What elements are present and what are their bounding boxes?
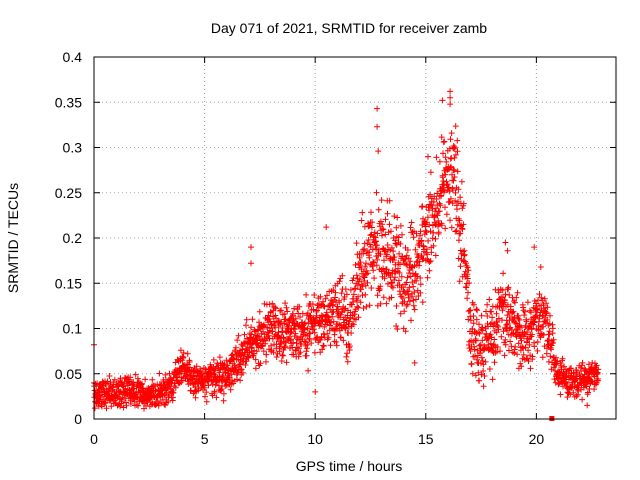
x-axis-label: GPS time / hours bbox=[296, 458, 403, 474]
axis-ticks bbox=[93, 56, 616, 420]
y-tick-label: 0.1 bbox=[63, 321, 83, 337]
y-tick-label: 0.35 bbox=[55, 94, 82, 110]
y-tick-label: 0.15 bbox=[55, 275, 82, 291]
x-tick-label: 0 bbox=[90, 431, 98, 447]
grid-lines bbox=[94, 57, 616, 419]
y-tick-label: 0 bbox=[74, 411, 82, 427]
x-tick-label: 15 bbox=[418, 431, 434, 447]
x-tick-label: 10 bbox=[307, 431, 323, 447]
y-tick-label: 0.3 bbox=[63, 140, 83, 156]
y-tick-label: 0.4 bbox=[63, 49, 83, 65]
chart-title: Day 071 of 2021, SRMTID for receiver zam… bbox=[211, 20, 487, 36]
x-tick-label: 5 bbox=[201, 431, 209, 447]
y-tick-labels: 0 0.05 0.1 0.15 0.2 0.25 0.3 0.35 0.4 bbox=[55, 49, 82, 427]
y-tick-label: 0.2 bbox=[63, 230, 83, 246]
x-tick-labels: 0 5 10 15 20 bbox=[90, 431, 544, 447]
y-axis-label: SRMTID / TECUs bbox=[5, 183, 21, 293]
data-points bbox=[91, 88, 602, 421]
y-tick-label: 0.05 bbox=[55, 366, 82, 382]
y-tick-label: 0.25 bbox=[55, 185, 82, 201]
x-tick-label: 20 bbox=[529, 431, 545, 447]
srmtid-points bbox=[91, 88, 602, 412]
